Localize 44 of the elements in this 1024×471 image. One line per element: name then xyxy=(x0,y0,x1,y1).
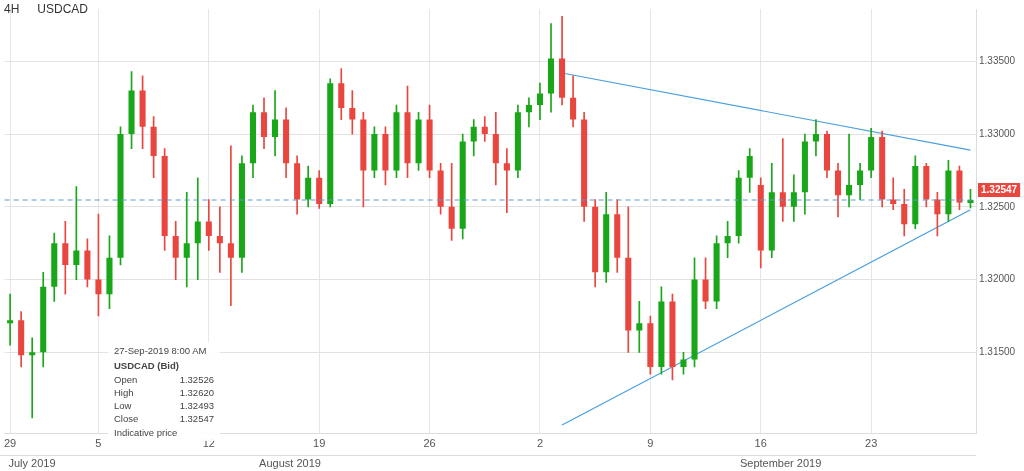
text: August 2019 xyxy=(259,457,321,470)
candlestick xyxy=(7,293,14,346)
candlestick xyxy=(503,148,510,213)
candlestick xyxy=(216,206,223,273)
text: September 2019 xyxy=(739,457,822,470)
y-tick-label: 1.32000 xyxy=(979,273,1016,285)
y-tick-label: 1.33000 xyxy=(979,127,1016,139)
annotation: High xyxy=(114,387,135,398)
candlestick xyxy=(779,138,786,222)
y-tick-label: 1.31500 xyxy=(979,346,1016,358)
candlestick xyxy=(194,177,201,280)
ref-line-label: 1.32547 xyxy=(981,183,1018,195)
annotation: 1.32526 xyxy=(179,374,214,385)
x-tick-label: 9 xyxy=(647,437,654,450)
candlestick xyxy=(481,116,488,142)
candlestick xyxy=(183,191,190,288)
chart-subtitle: 4H xyxy=(4,2,20,16)
x-tick-label: 29 xyxy=(3,437,17,450)
x-tick-label: 2 xyxy=(536,437,544,450)
y-tick-label: 1.32500 xyxy=(979,200,1016,212)
annotation: 1.32620 xyxy=(179,387,214,398)
x-tick-label: 12 xyxy=(202,437,215,450)
candlestick xyxy=(227,145,234,307)
annotation: Indicative price xyxy=(114,427,179,438)
x-tick-label: 19 xyxy=(313,437,326,450)
candlestick xyxy=(636,301,643,353)
annotation: 1.32547 xyxy=(179,413,214,424)
annotation: 27-Sep-2019 8:00 AM xyxy=(114,345,208,356)
annotation: USDCAD (Bid) xyxy=(114,360,180,371)
annotation: Open xyxy=(114,374,139,385)
candlestick xyxy=(29,337,36,419)
x-tick-label: 16 xyxy=(754,437,767,450)
text: July 2019 xyxy=(8,457,56,470)
y-tick-label: 1.33500 xyxy=(979,55,1016,67)
annotation: Close xyxy=(114,413,140,424)
annotation: 1.32493 xyxy=(179,400,214,411)
chart-title: USDCAD xyxy=(37,2,89,16)
x-tick-label: 26 xyxy=(423,437,436,450)
candlestick xyxy=(812,119,819,157)
candlestick xyxy=(525,97,532,128)
candlestick xyxy=(846,133,853,208)
annotation: Low xyxy=(114,400,133,411)
x-tick-label: 23 xyxy=(865,437,878,450)
x-tick-label: 5 xyxy=(95,437,102,450)
